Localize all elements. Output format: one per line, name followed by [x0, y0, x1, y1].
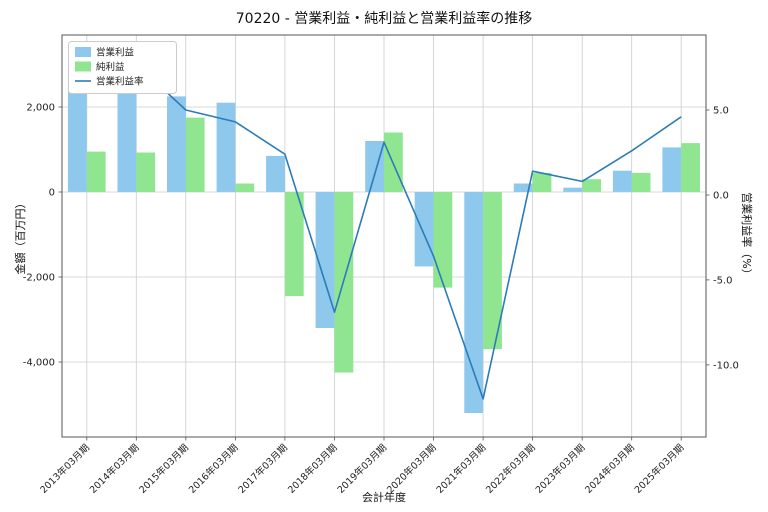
bars-operating-income	[67, 53, 682, 413]
x-tick-label: 2023年03月期	[533, 442, 587, 496]
bar	[582, 179, 601, 192]
x-tick-label: 2014年03月期	[87, 442, 141, 496]
y-tick-label-left: -4,000	[23, 358, 55, 369]
chart-title: 70220 - 営業利益・純利益と営業利益率の推移	[235, 11, 533, 27]
y-tick-label-left: -2,000	[23, 273, 55, 284]
x-tick-label: 2017年03月期	[236, 442, 290, 496]
legend-label: 営業利益率	[96, 76, 144, 88]
bar	[136, 152, 156, 192]
legend-swatch	[75, 47, 91, 57]
bar	[235, 183, 255, 192]
x-tick-label: 2015年03月期	[137, 442, 191, 496]
bar	[681, 143, 700, 192]
bar	[464, 192, 484, 413]
bar	[86, 151, 106, 192]
bars-net-income	[86, 117, 700, 373]
bar	[414, 192, 434, 267]
bar	[365, 141, 384, 192]
bar	[483, 192, 502, 350]
bar	[513, 183, 533, 192]
legend-box	[68, 41, 177, 94]
bar	[167, 96, 186, 192]
x-tick-label: 2019年03月期	[335, 442, 389, 496]
x-tick-label: 2013年03月期	[38, 442, 92, 496]
x-tick-label: 2021年03月期	[434, 442, 488, 496]
x-tick-label: 2024年03月期	[583, 442, 637, 496]
x-tick-label: 2018年03月期	[285, 442, 339, 496]
legend-label: 純利益	[96, 61, 125, 73]
legend-swatch	[75, 61, 91, 72]
y-tick-label-right: -5.0	[713, 275, 733, 286]
y-axis-label-left: 金額（百万円）	[14, 197, 27, 275]
bar	[185, 117, 205, 192]
bar	[532, 172, 552, 192]
bar	[631, 172, 651, 192]
x-tick-label: 2022年03月期	[483, 442, 537, 496]
bar	[315, 192, 335, 328]
x-tick-label: 2020年03月期	[384, 442, 438, 496]
y-tick-label-right: 0.0	[713, 191, 729, 202]
bar	[612, 170, 632, 192]
bar	[266, 155, 285, 192]
y-tick-label-left: 0	[49, 188, 55, 199]
bar	[284, 192, 304, 297]
bar	[563, 187, 583, 192]
y-tick-label-right: 5.0	[713, 106, 729, 117]
y-tick-label-right: -10.0	[713, 360, 739, 371]
y-axis-label-right: 営業利益率（%）	[740, 192, 753, 280]
bar	[67, 68, 87, 192]
x-tick-label: 2025年03月期	[632, 442, 686, 496]
legend-label: 営業利益	[96, 47, 135, 59]
x-axis-label: 会計年度	[362, 491, 406, 504]
x-tick-label: 2016年03月期	[186, 442, 240, 496]
operating-margin-line	[86, 63, 682, 400]
bar	[433, 192, 453, 288]
bar	[216, 102, 236, 192]
axis-ticks	[58, 106, 710, 441]
y-tick-label-left: 2,000	[26, 103, 55, 114]
bar	[662, 147, 682, 192]
